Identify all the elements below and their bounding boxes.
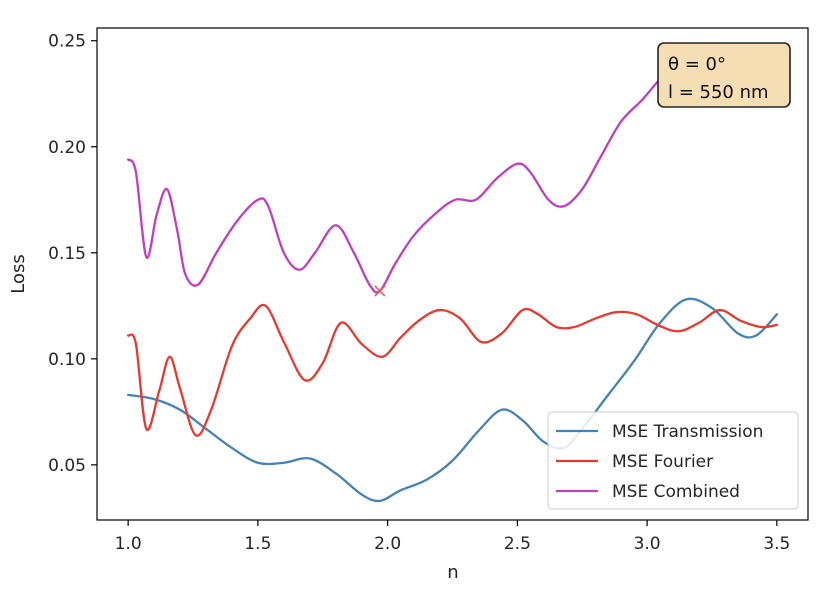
x-tick-label: 2.5 [504, 534, 531, 554]
series-line-mse-combined [126, 65, 675, 294]
series-layer [126, 65, 779, 503]
legend-label-mse-transmission: MSE Transmission [612, 422, 763, 442]
y-tick-label: 0.15 [48, 244, 86, 264]
marker-layer [374, 285, 386, 297]
y-tick-label: 0.20 [48, 138, 86, 158]
x-tick-label: 1.5 [244, 534, 271, 554]
annotation-box: θ = 0° l = 550 nm [657, 42, 791, 108]
y-tick-label: 0.10 [48, 350, 86, 370]
legend-label-mse-fourier: MSE Fourier [612, 452, 713, 472]
y-tick-label: 0.05 [48, 456, 86, 476]
y-tick-label: 0.25 [48, 32, 86, 52]
x-tick-label: 2.0 [374, 534, 401, 554]
annotation-background [657, 42, 791, 108]
plot-frame [96, 27, 809, 521]
x-tick-label: 1.0 [115, 534, 142, 554]
legend-label-mse-combined: MSE Combined [612, 482, 740, 502]
x-axis-ticks: 1.0 1.5 2.0 2.5 3.0 3.5 [115, 520, 790, 554]
annotation-line-wavelength: l = 550 nm [668, 82, 769, 103]
series-line-mse-transmission [126, 297, 779, 503]
x-axis-label: n [447, 562, 458, 583]
x-tick-label: 3.0 [634, 534, 661, 554]
legend-items: MSE Transmission MSE Fourier MSE Combined [556, 422, 763, 502]
legend: MSE Transmission MSE Fourier MSE Combined [547, 411, 799, 510]
minimum-marker [374, 285, 386, 297]
y-axis-ticks: 0.05 0.10 0.15 0.20 0.25 [48, 32, 97, 476]
legend-background [547, 411, 799, 510]
y-axis-label: Loss [8, 254, 29, 293]
annotation-line-angle: θ = 0° [668, 54, 726, 75]
x-tick-label: 3.5 [763, 534, 790, 554]
series-line-mse-fourier [126, 303, 779, 437]
